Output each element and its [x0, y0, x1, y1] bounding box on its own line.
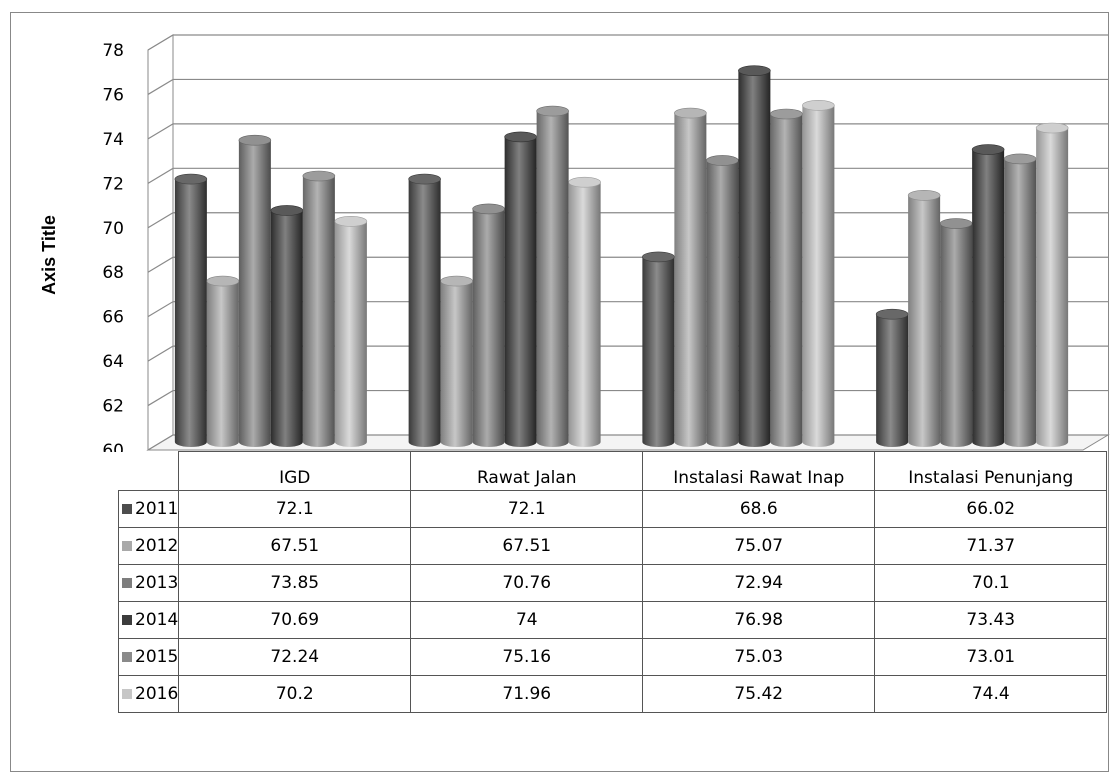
bar-2011-0 [174, 173, 208, 447]
legend-swatch [122, 689, 132, 699]
legend-entry: 2012 [117, 527, 180, 565]
bar-2015-1 [536, 105, 569, 447]
gridline [147, 78, 1108, 95]
category-header: Instalasi Rawat Inap [642, 451, 876, 491]
y-tick-label: 70 [102, 219, 124, 239]
table-corner [118, 451, 180, 491]
table-cell: 74 [410, 601, 644, 639]
table-cell: 75.16 [410, 638, 644, 676]
legend-label: 2013 [135, 573, 179, 593]
data-table: IGD Rawat Jalan Instalasi Rawat Inap Ins… [117, 451, 1108, 713]
bar-2013-2 [706, 155, 739, 447]
y-tick-label: 72 [102, 174, 124, 194]
table-cell: 72.94 [642, 564, 876, 602]
legend-swatch [122, 652, 132, 662]
bar-2012-3 [907, 190, 941, 447]
y-axis-label: Axis Title [39, 215, 59, 295]
legend-entry: 2011 [117, 490, 180, 528]
legend-swatch [122, 615, 132, 625]
legend-swatch [122, 578, 132, 588]
table-cell: 75.42 [642, 675, 876, 713]
y-tick-label: 78 [102, 41, 124, 61]
table-row: 2014 70.69 74 76.98 73.43 [117, 601, 1108, 639]
bar-2016-0 [334, 216, 368, 447]
bar-2014-2 [738, 65, 771, 448]
y-tick-label: 60 [102, 441, 124, 452]
table-cell: 72.1 [410, 490, 644, 528]
gridline [147, 123, 1108, 140]
bar-2014-3 [971, 144, 1005, 448]
table-cell: 70.1 [874, 564, 1108, 602]
table-row: 2011 72.1 72.1 68.6 66.02 [117, 490, 1108, 528]
legend-entry: 2013 [117, 564, 180, 602]
table-cell: 76.98 [642, 601, 876, 639]
table-header-row: IGD Rawat Jalan Instalasi Rawat Inap Ins… [118, 451, 1108, 491]
gridline [147, 34, 1108, 51]
bar-2016-1 [568, 176, 601, 447]
gridline [147, 167, 1108, 184]
bar-2014-0 [270, 205, 304, 447]
table-cell: 73.43 [874, 601, 1108, 639]
table-cell: 71.96 [410, 675, 644, 713]
bar-2016-2 [802, 100, 835, 447]
table-cell: 75.07 [642, 527, 876, 565]
table-cell: 73.85 [178, 564, 412, 602]
table-cell: 70.2 [178, 675, 412, 713]
legend-label: 2016 [135, 684, 179, 704]
legend-entry: 2016 [117, 675, 180, 713]
legend-entry: 2015 [117, 638, 180, 676]
category-header: Rawat Jalan [410, 451, 644, 491]
legend-label: 2015 [135, 647, 179, 667]
bar-2012-1 [440, 275, 473, 447]
table-row: 2016 70.2 71.96 75.42 74.4 [117, 675, 1108, 713]
table-cell: 68.6 [642, 490, 876, 528]
table-row: 2015 72.24 75.16 75.03 73.01 [117, 638, 1108, 676]
table-cell: 73.01 [874, 638, 1108, 676]
table-cell: 70.76 [410, 564, 644, 602]
table-cell: 70.69 [178, 601, 412, 639]
bar-2013-0 [238, 134, 272, 447]
chart-plot: 60 62 64 66 68 70 72 74 76 78 Axis Title [39, 34, 1110, 452]
legend-label: 2011 [135, 499, 179, 519]
table-cell: 74.4 [874, 675, 1108, 713]
bar-2014-1 [504, 131, 537, 447]
legend-label: 2014 [135, 610, 179, 630]
legend-entry: 2014 [117, 601, 180, 639]
y-tick-label: 76 [102, 85, 124, 105]
table-cell: 67.51 [410, 527, 644, 565]
bar-2016-3 [1035, 122, 1069, 447]
legend-swatch [122, 504, 132, 514]
table-cell: 71.37 [874, 527, 1108, 565]
table-cell: 72.1 [178, 490, 412, 528]
legend-label: 2012 [135, 536, 179, 556]
bar-2011-1 [408, 173, 441, 447]
table-cell: 67.51 [178, 527, 412, 565]
table-cell: 75.03 [642, 638, 876, 676]
side-wall [147, 34, 174, 451]
bar-2012-0 [206, 275, 240, 447]
y-tick-label: 74 [102, 130, 124, 150]
y-tick-label: 62 [102, 397, 124, 417]
bar-2013-1 [472, 203, 505, 447]
table-cell: 66.02 [874, 490, 1108, 528]
y-tick-label: 64 [102, 352, 124, 372]
bar-2015-2 [770, 108, 803, 447]
bar-2011-3 [875, 308, 909, 447]
category-header: Instalasi Penunjang [874, 451, 1108, 491]
bar-2013-3 [939, 218, 973, 447]
table-cell: 72.24 [178, 638, 412, 676]
bar-2015-3 [1003, 153, 1037, 447]
legend-swatch [122, 541, 132, 551]
category-header: IGD [178, 451, 412, 491]
bar-2015-0 [302, 170, 336, 447]
table-row: 2012 67.51 67.51 75.07 71.37 [117, 527, 1108, 565]
table-row: 2013 73.85 70.76 72.94 70.1 [117, 564, 1108, 602]
y-tick-label: 68 [102, 263, 124, 283]
bar-2011-2 [642, 251, 675, 447]
bar-2012-2 [674, 107, 707, 447]
y-tick-label: 66 [102, 308, 124, 328]
